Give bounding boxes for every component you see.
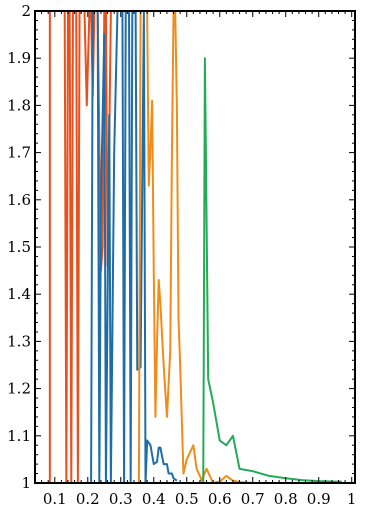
series-line-3 — [137, 11, 336, 483]
y-tick-label: 1.6 — [7, 191, 31, 209]
y-tick-label: 1.7 — [7, 144, 31, 162]
x-tick-label: 0.9 — [307, 490, 331, 508]
x-tick-label: 0.3 — [109, 490, 133, 508]
x-tick-label: 0.5 — [175, 490, 199, 508]
plot-background — [35, 11, 355, 483]
y-tick-label: 1.9 — [7, 49, 31, 67]
y-tick-label: 1.1 — [7, 427, 31, 445]
y-tick-label: 1.3 — [7, 332, 31, 350]
plot-frame — [34, 10, 356, 484]
x-tick-label: 0.6 — [208, 490, 232, 508]
y-tick-label: 2 — [21, 2, 31, 20]
y-tick-label: 1.5 — [7, 238, 31, 256]
y-tick-label: 1.8 — [7, 96, 31, 114]
x-tick-label: 0.7 — [241, 490, 265, 508]
y-tick-label: 1.4 — [7, 285, 31, 303]
x-tick-label: 0.2 — [76, 490, 100, 508]
y-tick-label: 1 — [21, 474, 31, 492]
y-tick-label: 1.2 — [7, 380, 31, 398]
x-tick-label: 1 — [347, 490, 357, 508]
x-tick-label: 0.4 — [142, 490, 166, 508]
series-line-4 — [202, 57, 342, 483]
x-tick-label: 0.8 — [274, 490, 298, 508]
x-tick-label: 0.1 — [43, 490, 67, 508]
series-line-2 — [90, 11, 178, 483]
